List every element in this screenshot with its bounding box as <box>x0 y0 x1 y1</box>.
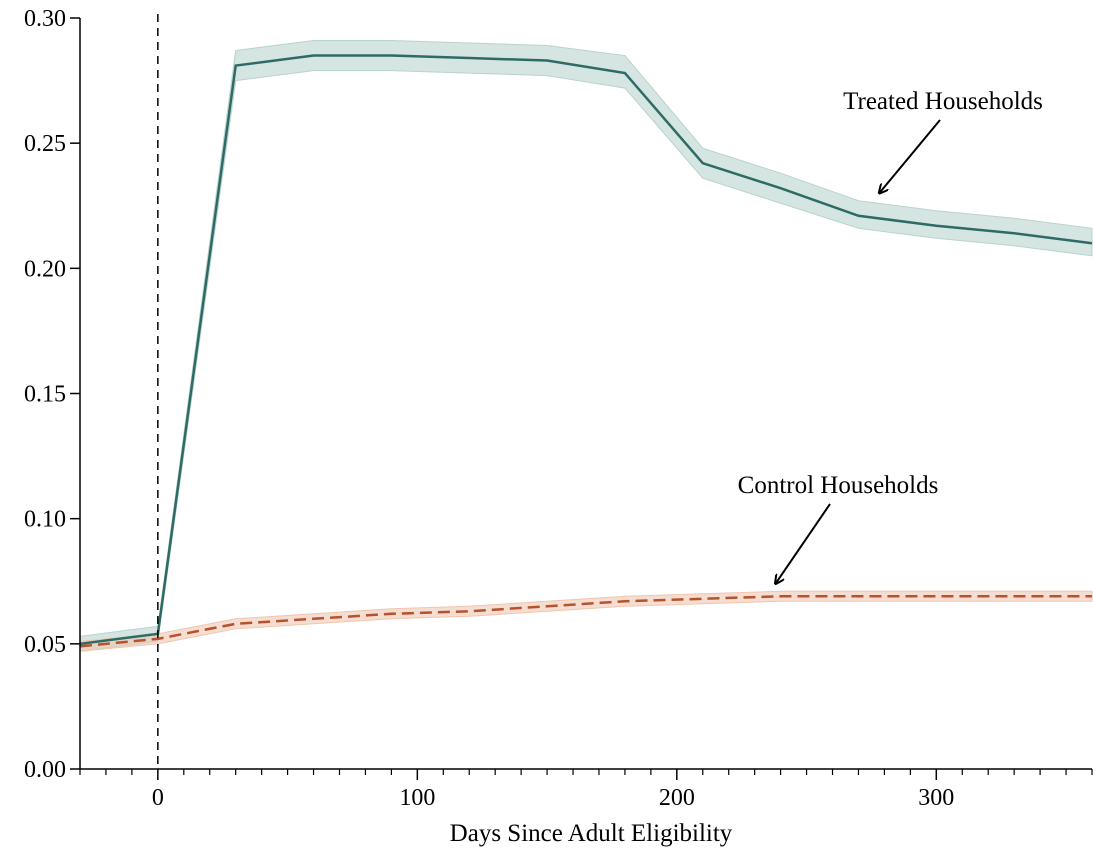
treated-households-line <box>79 54 1093 646</box>
control-households-confidence-band <box>79 590 1093 652</box>
x-tick-label: 300 <box>918 785 954 811</box>
annotations: Treated Households Control Households <box>738 88 1043 584</box>
control-households-annotation-arrow <box>775 503 831 584</box>
y-tick-label: 0.15 <box>24 382 66 408</box>
x-tick-label: 100 <box>399 785 435 811</box>
x-tick-label: 200 <box>659 785 695 811</box>
y-tick-label: 0.25 <box>24 131 66 157</box>
control-households-annotation-label: Control Households <box>738 472 939 499</box>
y-tick-label: 0.00 <box>24 757 66 783</box>
treated-households-annotation-label: Treated Households <box>843 88 1043 115</box>
treated-households-annotation-arrow <box>879 119 941 193</box>
x-axis-ticks: 0 100 200 300 <box>79 769 1093 811</box>
y-axis-ticks: 0.00 0.05 0.10 0.15 0.20 0.25 0.30 <box>24 6 80 783</box>
y-tick-label: 0.20 <box>24 256 66 282</box>
x-tick-label: 0 <box>152 785 164 811</box>
series-lines <box>79 54 1093 648</box>
axes <box>79 18 1092 770</box>
y-tick-label: 0.05 <box>24 632 66 658</box>
treated-households-confidence-band <box>79 40 1093 652</box>
y-tick-label: 0.30 <box>24 6 66 32</box>
confidence-bands <box>79 40 1093 652</box>
y-tick-label: 0.10 <box>24 507 66 533</box>
control-households-line <box>79 595 1092 648</box>
x-axis-title: Days Since Adult Eligibility <box>450 820 733 847</box>
